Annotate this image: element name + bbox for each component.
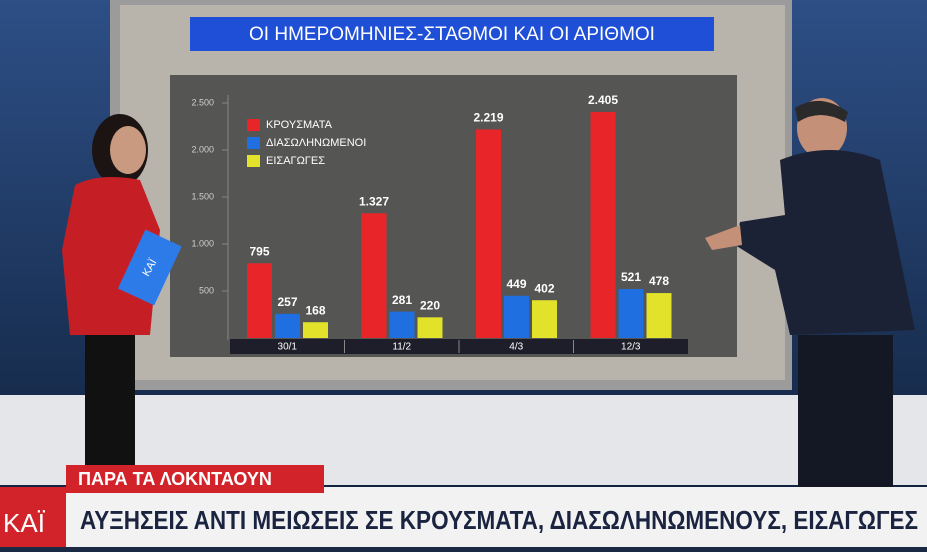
logo-box [0,487,66,547]
y-tick-label: 2.000 [191,144,214,154]
bar [247,263,272,338]
bar [389,311,415,338]
legend-swatch [247,155,260,167]
value-label: 1.327 [359,194,389,208]
value-label: 168 [305,303,325,317]
x-tick-label: 4/3 [509,342,523,353]
legend-swatch [247,137,260,149]
value-label: 402 [534,281,554,295]
chart-title: ΟΙ ΗΜΕΡΟΜΗΝΙΕΣ-ΣΤΑΘΜΟΙ ΚΑΙ ΟΙ ΑΡΙΘΜΟΙ [249,24,655,45]
y-tick-label: 2.500 [191,97,214,107]
legend-label: ΚΡΟΥΣΜΑΤΑ [266,119,333,131]
legend-label: ΕΙΣΑΓΩΓΕΣ [266,155,325,167]
bar [275,313,300,338]
value-label: 2.219 [473,111,503,125]
bar [618,289,644,338]
value-label: 449 [506,277,526,291]
x-tick-label: 12/3 [621,342,641,353]
value-label: 220 [420,298,440,312]
banner-headline: ΑΥΞΗΣΕΙΣ ΑΝΤΙ ΜΕΙΩΣΕΙΣ ΣΕ ΚΡΟΥΣΜΑΤΑ, ΔΙΑ… [80,505,918,535]
value-label: 281 [392,293,412,307]
bar [532,300,557,338]
chart: 500 1.000 1.500 2.000 2.500 30/1 795 257 168 11/2… [191,93,672,353]
presenter-left: ΚΑΪ [62,114,182,465]
y-tick-label: 1.000 [191,238,214,248]
x-tick-label: 30/1 [278,342,298,353]
legend-label: ΔΙΑΣΩΛΗΝΩΜΕΝΟΙ [266,137,366,149]
value-label: 795 [249,244,269,258]
bar [590,111,616,339]
value-label: 521 [621,270,641,284]
channel-logo: ΚΑΪ [3,508,46,538]
banner-tag: ΠΑΡΑ ΤΑ ΛΟΚΝΤΑΟΥΝ [78,469,272,489]
y-tick-label: 1.500 [191,191,214,201]
value-label: 478 [649,274,669,288]
bar [303,322,328,338]
x-tick-label: 11/2 [392,342,411,353]
value-label: 257 [277,295,297,309]
legend-swatch [247,119,260,131]
bar [476,129,501,338]
y-tick-label: 500 [199,285,214,295]
bar [646,293,672,338]
value-label: 2.405 [588,93,618,107]
bar [361,213,387,338]
tag-box [66,465,324,493]
presenter-right [705,98,915,495]
headline-bar [0,487,927,547]
bar [504,295,529,338]
title-box [190,17,714,51]
bar [417,317,443,338]
